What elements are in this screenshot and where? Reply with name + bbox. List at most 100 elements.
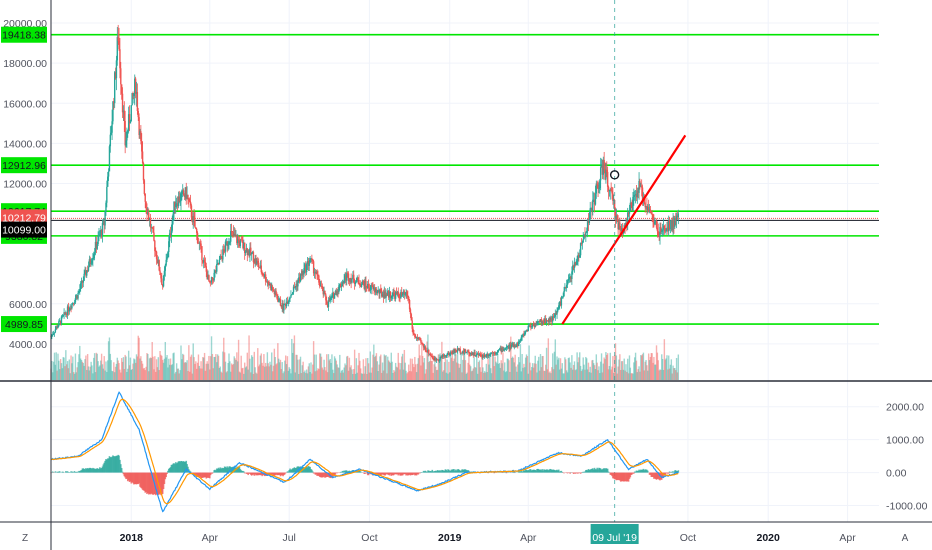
volume-bar: [399, 369, 401, 380]
candle-body: [397, 291, 399, 295]
volume-bar: [486, 372, 488, 380]
candle-body: [108, 146, 111, 172]
candle-body: [462, 351, 464, 354]
macd-histogram-bar: [424, 470, 427, 473]
volume-bar: [204, 370, 207, 380]
candle-body: [387, 290, 390, 298]
auto-scale-button[interactable]: A: [902, 533, 909, 544]
macd-histogram-bar: [84, 469, 86, 473]
candle-body: [497, 349, 500, 351]
candle-body: [312, 261, 315, 274]
volume-bar: [137, 335, 139, 380]
macd-histogram-bar: [219, 467, 222, 473]
candle-body: [613, 200, 616, 209]
candle-body: [149, 219, 152, 228]
volume-bar: [185, 362, 187, 380]
volume-bar: [269, 361, 271, 380]
volume-bar: [449, 353, 452, 380]
candle-body: [538, 321, 540, 322]
volume-bar: [63, 357, 65, 380]
candle-body: [239, 239, 242, 247]
volume-bar: [321, 367, 324, 380]
volume-bar: [286, 356, 289, 380]
volume-bar: [339, 372, 342, 380]
volume-bar: [654, 364, 657, 380]
macd-histogram-bar: [462, 469, 465, 473]
volume-bar: [403, 349, 406, 380]
volume-bar: [625, 364, 627, 380]
macd-histogram-bar: [435, 471, 438, 473]
macd-histogram-bar: [280, 472, 283, 476]
horizontal-levels[interactable]: [51, 33, 879, 325]
candle-body: [353, 274, 355, 283]
candle-body: [517, 341, 520, 346]
volume-bar: [115, 363, 118, 380]
macd-histogram-bar: [382, 472, 385, 475]
macd-histogram-bar: [114, 456, 117, 473]
drawings[interactable]: [561, 0, 687, 522]
volume-bar: [375, 353, 378, 380]
macd-histogram-bar: [433, 471, 435, 473]
macd-histogram-bar: [284, 472, 287, 474]
volume-bar: [241, 368, 243, 380]
candle-body: [157, 260, 160, 263]
candle-body: [112, 101, 114, 122]
volume-bar: [398, 362, 400, 380]
candle-body: [457, 348, 460, 351]
trendline[interactable]: [561, 134, 687, 325]
macd-histogram-bar: [341, 470, 344, 473]
macd-histogram-bar: [677, 470, 680, 473]
volume-bar: [669, 364, 672, 380]
volume-bar: [425, 369, 427, 380]
volume-bar: [91, 365, 93, 380]
macd-histogram-bar: [619, 472, 622, 482]
macd-histogram-bar: [589, 469, 592, 473]
candle-body: [285, 301, 288, 307]
candle-body: [516, 342, 518, 347]
macd-histogram-bar: [218, 468, 221, 473]
candle-body: [267, 281, 269, 284]
candle-body: [79, 283, 82, 290]
volume-bar: [436, 369, 439, 380]
volume-bar: [427, 334, 429, 380]
macd-histogram-bar: [601, 469, 604, 473]
volume-bar: [128, 365, 131, 380]
time-tick-label: Apr: [202, 532, 219, 544]
candle-body: [438, 359, 440, 361]
macd-histogram-bar: [612, 472, 614, 479]
macd-histogram-bar: [532, 469, 535, 473]
candle-body: [560, 297, 563, 306]
macd-histogram-bar: [583, 471, 585, 473]
macd-histogram-bar: [400, 472, 403, 476]
macd-histogram-bar: [208, 472, 211, 479]
candle-body: [321, 286, 324, 288]
volume-bar: [293, 335, 296, 380]
macd-histogram-bar: [389, 472, 392, 475]
macd-histogram-bar: [179, 461, 181, 473]
volume-bar: [563, 373, 565, 380]
candle-body: [283, 303, 285, 311]
volume-bar: [302, 361, 304, 380]
volume-bar: [390, 352, 392, 380]
timezone-button[interactable]: Z: [22, 533, 28, 544]
volume-bar: [586, 369, 589, 380]
volume-bar: [657, 360, 659, 380]
macd-histogram-bar: [602, 468, 605, 473]
macd-histogram-bar: [626, 472, 628, 482]
macd-histogram-bar: [434, 470, 436, 473]
candle-body: [506, 346, 509, 348]
volume-bar: [141, 363, 144, 380]
volume-bar: [392, 372, 394, 380]
candle-body: [136, 92, 139, 112]
candle-body: [561, 296, 563, 298]
candle-body: [185, 187, 187, 199]
candle-body: [555, 313, 557, 315]
candle-body: [348, 281, 351, 282]
candle-body: [472, 352, 474, 356]
macd-histogram-bar: [405, 472, 407, 476]
time-tick-label: Apr: [520, 532, 537, 544]
candle-body: [187, 194, 189, 199]
